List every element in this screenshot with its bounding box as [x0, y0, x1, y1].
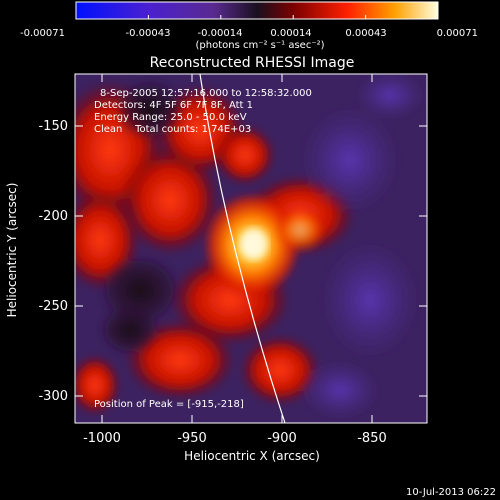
plot-frame — [74, 73, 428, 424]
colorbar-gradient — [75, 1, 439, 20]
info-line: 8-Sep-2005 12:57:16.000 to 12:58:32.000 — [100, 88, 312, 99]
colorbar: -0.00071 -0.00043 -0.00014 0.00014 0.000… — [20, 1, 478, 51]
y-tick-label: -150 — [38, 119, 68, 134]
x-tick-label: -900 — [267, 431, 297, 446]
y-tick-label: -250 — [38, 299, 68, 314]
colorbar-tick-label: 0.00071 — [437, 28, 478, 39]
x-tick-label: -1000 — [83, 431, 121, 446]
y-tick-label: -200 — [38, 209, 68, 224]
peak-position-text: Position of Peak = [-915,-218] — [94, 399, 244, 410]
colorbar-units: (photons cm⁻² s⁻¹ asec⁻²) — [195, 40, 324, 51]
colorbar-tick-label: 0.00043 — [345, 28, 386, 39]
colorbar-tick-label: -0.00071 — [20, 28, 65, 39]
y-axis-label: Heliocentric Y (arcsec) — [5, 183, 19, 318]
colorbar-ticks — [75, 15, 439, 19]
y-axis: -150 -200 -250 -300 Heliocentric Y (arcs… — [5, 119, 427, 404]
x-tick-label: -850 — [357, 431, 387, 446]
info-line: Detectors: 4F 5F 6F 7F 8F, Att 1 — [94, 100, 253, 111]
x-axis-label: Heliocentric X (arcsec) — [184, 449, 320, 463]
info-line: Clean Total counts: 1.74E+03 — [94, 124, 251, 135]
info-line: Energy Range: 25.0 - 50.0 keV — [94, 112, 247, 123]
x-axis: -1000 -950 -900 -850 Heliocentric X (arc… — [83, 74, 387, 463]
observation-info: 8-Sep-2005 12:57:16.000 to 12:58:32.000 … — [94, 88, 312, 135]
footer-timestamp: 10-Jul-2013 06:22 — [406, 487, 496, 498]
reconstructed-image — [75, 74, 427, 423]
plot-title: Reconstructed RHESSI Image — [150, 55, 355, 71]
x-tick-label: -950 — [177, 431, 207, 446]
colorbar-tick-label: 0.00014 — [270, 28, 311, 39]
solar-limb-line — [199, 74, 286, 423]
colorbar-tick-label: -0.00043 — [126, 28, 171, 39]
colorbar-tick-label: -0.00014 — [198, 28, 243, 39]
y-tick-label: -300 — [38, 389, 68, 404]
